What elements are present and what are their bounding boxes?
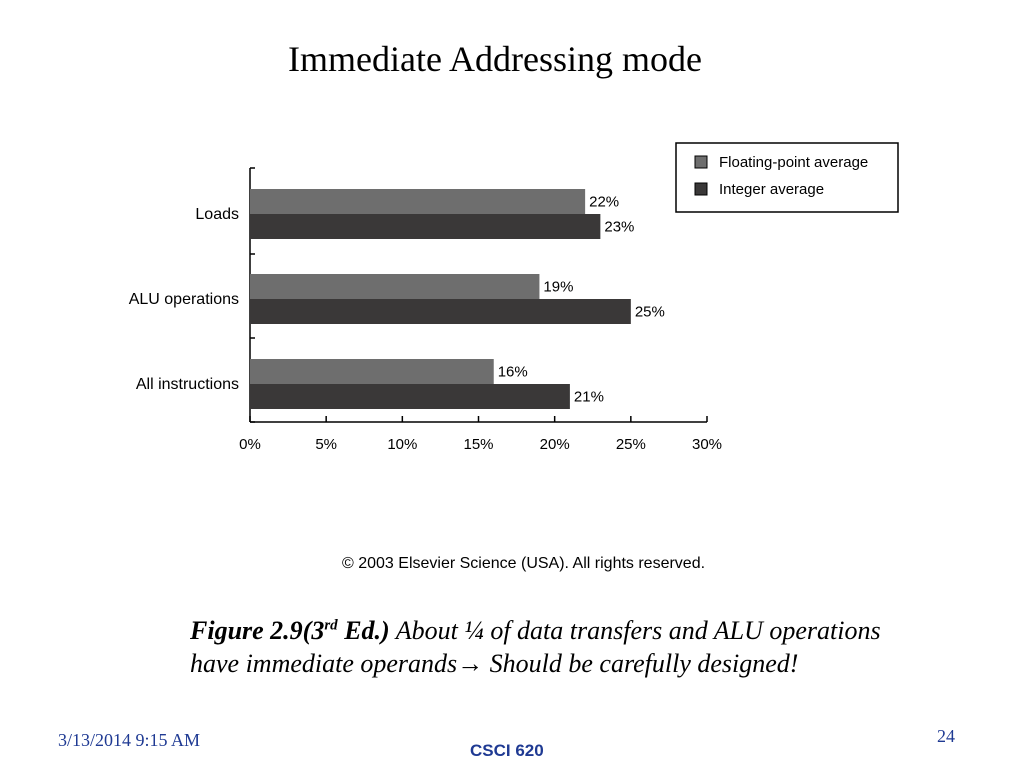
chart-axes: 0% 5% 10% 15% 20% 25% 30%	[239, 167, 722, 453]
x-tick-label: 25%	[616, 436, 646, 453]
x-tick-label: 10%	[387, 436, 417, 453]
bar	[250, 359, 494, 384]
x-tick-label: 5%	[315, 436, 337, 453]
legend-box	[675, 142, 899, 213]
x-tick-label: 30%	[692, 436, 722, 453]
category-label: Loads	[195, 206, 239, 223]
bar-value-label: 22%	[589, 194, 619, 211]
caption-text-2: Should be carefully designed!	[483, 649, 799, 678]
bar-value-label: 25%	[635, 304, 665, 321]
x-tick-label: 15%	[463, 436, 493, 453]
bar-value-label: 19%	[543, 279, 573, 296]
chart-labels: Loads ALU operations All instructions 22% 19…	[129, 194, 665, 406]
category-label: All instructions	[136, 376, 239, 393]
legend-label: Integer average	[719, 181, 824, 198]
caption-arrow-icon: →	[457, 649, 484, 678]
legend-swatch	[694, 155, 708, 169]
legend-swatch	[694, 182, 708, 196]
caption-text-1: About ¼ of data transfers and ALU operat…	[190, 616, 881, 678]
caption-figure-suffix: Ed.)	[337, 616, 390, 645]
footer-date: 3/13/2014 9:15 AM	[58, 730, 201, 750]
bar	[250, 274, 540, 299]
bar	[250, 214, 601, 239]
bar	[250, 189, 586, 214]
bar	[250, 384, 570, 409]
slide-page-number: 24	[937, 726, 955, 746]
figure-caption: Figure 2.9(3rd Ed.) About ¼ of data tran…	[190, 614, 890, 680]
caption-figure-sup: rd	[324, 617, 338, 634]
chart-bars	[250, 189, 631, 409]
slide-title: Immediate Addressing mode	[288, 39, 702, 79]
x-tick-label: 20%	[540, 436, 570, 453]
bar-value-label: 16%	[498, 364, 528, 381]
caption-figure-ref: Figure 2.9(3rd Ed.)	[190, 616, 390, 645]
category-label: ALU operations	[129, 291, 239, 308]
copyright-notice: © 2003 Elsevier Science (USA). All right…	[342, 555, 706, 572]
x-tick-label: 0%	[239, 436, 261, 453]
bar-value-label: 23%	[604, 219, 634, 236]
legend-label: Floating-point average	[719, 154, 868, 171]
bar-value-label: 21%	[574, 389, 604, 406]
bar-chart: 0% 5% 10% 15% 20% 25% 30% Loads ALU operations A…	[129, 142, 899, 453]
bar	[250, 299, 631, 324]
caption-figure-prefix: Figure 2.9(3	[190, 616, 325, 645]
footer-course: CSCI 620	[470, 741, 544, 760]
chart-legend: Floating-point average Integer average	[675, 142, 899, 213]
